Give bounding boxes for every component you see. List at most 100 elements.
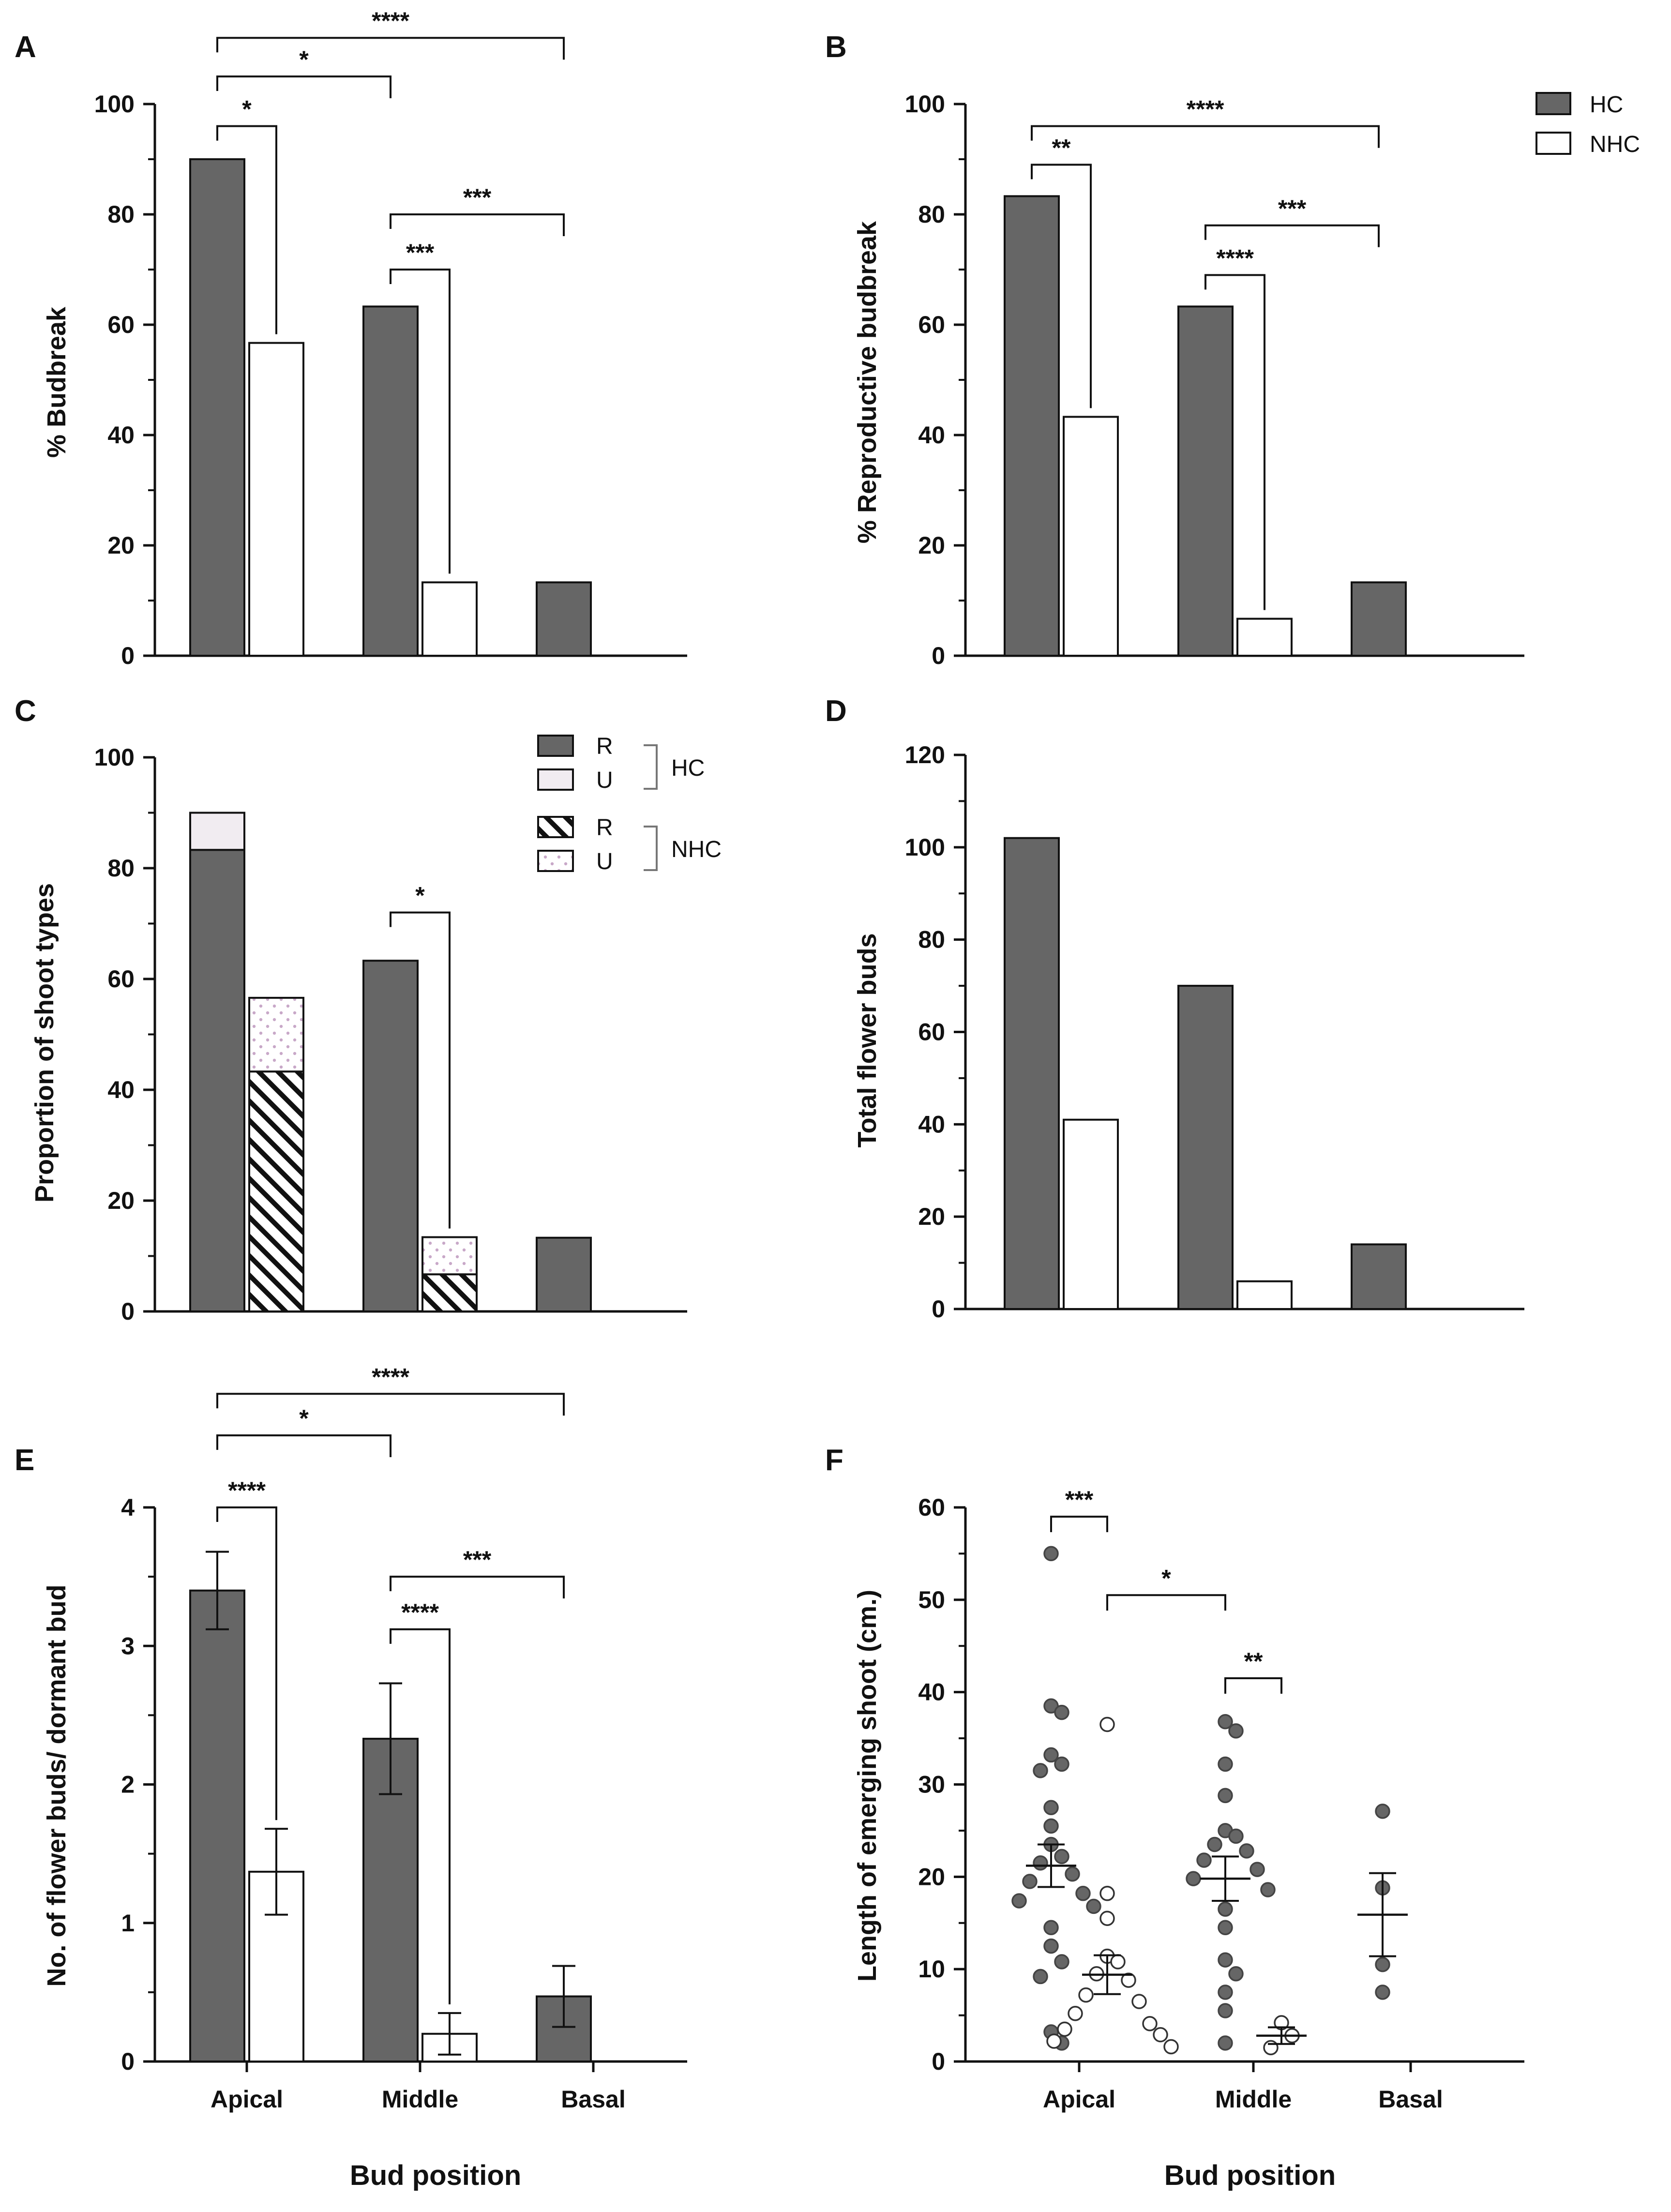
data-point-hc — [1207, 1836, 1222, 1852]
data-point-hc — [1086, 1898, 1101, 1914]
y-tick-label: 40 — [918, 421, 945, 449]
y-tick-label: 80 — [107, 201, 135, 228]
y-tick-label: 2 — [121, 1771, 135, 1798]
bar-hc-basal — [536, 581, 592, 657]
y-tick-label: 1 — [121, 1910, 135, 1937]
legend-top: HC NHC — [1536, 92, 1640, 157]
bar-hc-r — [189, 849, 245, 1312]
panel-letter-f: F — [825, 1444, 843, 1477]
y-tick-label: 30 — [918, 1771, 945, 1798]
legend-hc-label: HC — [1590, 92, 1623, 118]
data-point-hc — [1218, 1788, 1233, 1804]
chart-c: 0 20 40 60 80 100 * — [94, 744, 687, 1325]
significance-label: **** — [1187, 96, 1224, 123]
data-point-hc — [1239, 1843, 1254, 1859]
y-tick-label: 100 — [94, 90, 135, 118]
y-tick-label: 4 — [121, 1494, 135, 1521]
y-tick-label: 80 — [918, 201, 945, 228]
chart-d: 0 20 40 60 80 100 120 — [905, 741, 1524, 1323]
data-point-hc — [1375, 1804, 1390, 1819]
data-point-hc — [1260, 1882, 1276, 1897]
panel-letter-a: A — [15, 30, 36, 64]
x-tick-label: Basal — [1378, 2086, 1443, 2113]
legend-nhc-label: NHC — [1590, 132, 1640, 157]
data-point-hc — [1054, 1954, 1069, 1970]
y-tick-label: 120 — [905, 741, 945, 768]
significance-bracket — [1204, 274, 1265, 610]
significance-label: **** — [1216, 244, 1254, 271]
legend-c-hc-u-swatch — [537, 768, 574, 791]
significance-label: *** — [463, 184, 492, 211]
y-tick-label: 20 — [107, 1187, 135, 1214]
y-tick-label: 0 — [121, 1298, 135, 1325]
data-point-hc — [1043, 1546, 1059, 1562]
legend-c-nhc-bracket — [644, 826, 658, 871]
data-point-nhc — [1068, 2006, 1083, 2021]
significance-label: **** — [372, 7, 409, 34]
data-point-nhc — [1046, 2033, 1062, 2049]
data-point-hc — [1186, 1871, 1201, 1886]
x-tick-label: Apical — [1043, 2086, 1115, 2113]
data-point-hc — [1228, 1966, 1244, 1982]
significance-bracket — [390, 1576, 565, 1599]
bar-hc-apical — [1004, 195, 1060, 657]
data-point-hc — [1043, 1920, 1059, 1936]
y-tick-label: 100 — [905, 834, 945, 861]
ylabel-a: % Budbreak — [42, 306, 71, 458]
significance-label: * — [242, 96, 252, 123]
data-point-hc — [1033, 1855, 1048, 1871]
significance-label: ** — [1052, 134, 1071, 161]
y-tick-label: 40 — [107, 1076, 135, 1103]
y-tick-label: 80 — [918, 926, 945, 953]
significance-bracket — [390, 269, 451, 574]
data-point-nhc — [1142, 2016, 1158, 2031]
legend-c-nhc-r-label: R — [596, 815, 613, 841]
significance-bracket — [216, 125, 277, 334]
significance-label: * — [299, 1405, 309, 1432]
data-point-hc — [1375, 1985, 1390, 2000]
y-tick-label: 60 — [107, 311, 135, 338]
legend-hc-swatch — [1536, 92, 1571, 115]
y-tick-label: 10 — [918, 1956, 945, 1983]
significance-bracket — [1106, 1594, 1226, 1611]
bar-hc-middle — [1177, 305, 1234, 657]
data-point-hc — [1054, 1756, 1069, 1772]
legend-c: R U HC R U NHC — [537, 734, 722, 874]
legend-c-hc-r-label: R — [596, 734, 613, 759]
significance-bracket — [1031, 125, 1380, 148]
y-tick-label: 0 — [932, 2048, 945, 2075]
data-point-nhc — [1153, 2027, 1168, 2043]
significance-label: * — [1161, 1565, 1171, 1592]
panel-letter-d: D — [825, 694, 847, 728]
bar-hc-apical — [189, 158, 245, 657]
x-tick-label: Middle — [1215, 2086, 1292, 2113]
significance-bracket — [390, 1628, 451, 2004]
ylabel-f: Length of emerging shoot (cm.) — [853, 1590, 882, 1982]
y-tick-label: 20 — [918, 1863, 945, 1890]
data-point-hc — [1228, 1828, 1244, 1844]
ylabel-e: No. of flower buds/ dormant bud — [42, 1585, 71, 1987]
data-point-hc — [1043, 1818, 1059, 1834]
bar-nhc-apical — [248, 342, 304, 657]
y-tick-label: 0 — [932, 642, 945, 669]
data-point-hc — [1011, 1893, 1027, 1909]
legend-c-nhc-r-swatch — [537, 816, 574, 838]
y-tick-label: 100 — [905, 90, 945, 118]
panel-letter-c: C — [15, 694, 36, 728]
data-point-nhc — [1110, 1954, 1126, 1970]
data-point-hc — [1249, 1862, 1265, 1877]
data-point-hc — [1043, 1938, 1059, 1954]
panel-letter-e: E — [15, 1444, 34, 1477]
y-tick-label: 40 — [918, 1111, 945, 1138]
x-tick-label: Basal — [561, 2086, 625, 2113]
significance-label: *** — [463, 1546, 492, 1573]
significance-bracket — [1204, 224, 1380, 247]
y-tick-label: 60 — [918, 1494, 945, 1521]
data-point-hc — [1218, 1756, 1233, 1772]
legend-c-nhc-u-label: U — [596, 849, 613, 874]
bar-nhc-u — [422, 1236, 478, 1276]
significance-label: * — [299, 46, 309, 73]
data-point-hc — [1218, 2003, 1233, 2018]
data-point-hc — [1218, 1901, 1233, 1917]
